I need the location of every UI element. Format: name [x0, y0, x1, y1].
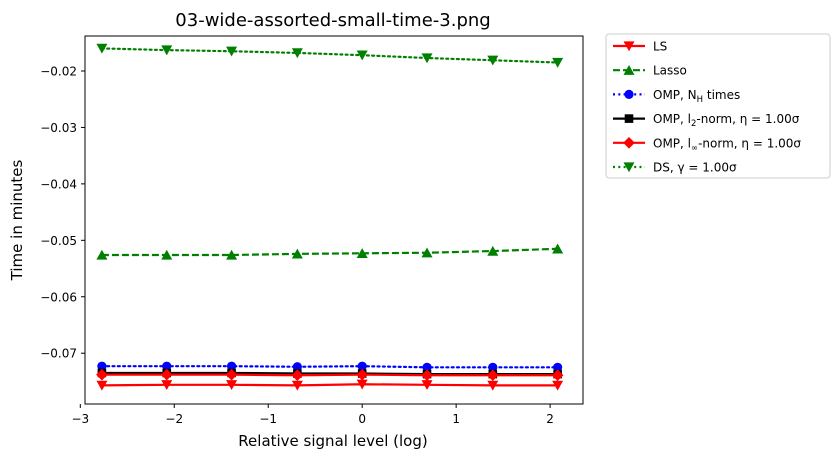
- series-line: [100, 47, 559, 64]
- x-tick-label: 2: [546, 412, 554, 426]
- x-tick-label: −1: [259, 412, 277, 426]
- x-axis-label: Relative signal level (log): [238, 432, 427, 450]
- data-point: [357, 361, 367, 371]
- data-point: [421, 369, 433, 382]
- data-point: [487, 245, 499, 256]
- data-point: [552, 243, 564, 254]
- data-point: [356, 248, 368, 258]
- data-point: [356, 368, 368, 381]
- y-tick-label: −0.02: [40, 64, 77, 78]
- data-point: [421, 380, 433, 391]
- data-point: [292, 362, 302, 372]
- legend-marker: [623, 162, 635, 173]
- x-tick-label: 1: [452, 412, 460, 426]
- series-line: [101, 383, 558, 387]
- y-tick-label: −0.05: [40, 234, 77, 248]
- data-point: [226, 380, 238, 391]
- legend-entry: OMP, NH times: [613, 88, 740, 105]
- y-tick-label: −0.04: [40, 177, 77, 191]
- data-point: [162, 361, 172, 371]
- legend-label: OMP, l∞-norm, η = 1.00σ: [653, 136, 801, 153]
- legend: LS Lasso OMP, NH times OMP, l2-norm, η = 1.…: [605, 33, 831, 179]
- data-point: [551, 369, 564, 382]
- legend-label: LS: [653, 40, 667, 54]
- data-point: [421, 53, 433, 64]
- chart-title: 03-wide-assorted-small-time-3.png: [175, 10, 490, 31]
- data-point: [96, 368, 108, 381]
- data-point: [226, 249, 238, 260]
- series-line: [100, 365, 559, 369]
- legend-entry: LS: [613, 40, 667, 54]
- legend-marker: [623, 41, 635, 52]
- data-point: [291, 248, 303, 259]
- axes-frame: [84, 35, 584, 405]
- y-tick-label: −0.03: [40, 121, 77, 135]
- legend-marker: [624, 114, 634, 123]
- data-point: [291, 48, 303, 59]
- y-tick-label: −0.06: [40, 290, 77, 304]
- data-point: [96, 43, 108, 54]
- data-point: [161, 249, 173, 260]
- data-point: [487, 380, 499, 391]
- series-line: [101, 373, 558, 377]
- data-point: [225, 368, 238, 381]
- legend-label: Lasso: [653, 64, 687, 78]
- data-point: [488, 362, 498, 372]
- legend-entry: DS, γ = 1.00σ: [613, 161, 737, 175]
- legend-entry: OMP, l∞-norm, η = 1.00σ: [613, 136, 801, 153]
- y-tick-label: −0.07: [40, 347, 77, 361]
- data-point: [552, 380, 564, 391]
- legend-box: [605, 33, 831, 179]
- legend-marker: [624, 89, 634, 99]
- legend-label: OMP, NH times: [653, 88, 740, 105]
- data-point: [97, 361, 107, 371]
- data-point: [96, 249, 108, 260]
- legend-label: DS, γ = 1.00σ: [653, 161, 737, 175]
- series-5: [96, 43, 564, 68]
- data-point: [161, 45, 173, 56]
- series-4: [96, 368, 564, 382]
- series-line: [101, 247, 558, 257]
- data-point: [291, 369, 304, 382]
- data-point: [291, 380, 303, 391]
- data-point: [356, 50, 368, 61]
- series-1: [96, 243, 564, 260]
- data-point: [226, 46, 238, 57]
- x-tick-label: −3: [71, 412, 89, 426]
- legend-label: OMP, l2-norm, η = 1.00σ: [653, 112, 800, 129]
- legend-entry: Lasso: [613, 64, 687, 78]
- data-point: [486, 369, 499, 382]
- series-0: [96, 379, 564, 391]
- series-2: [97, 361, 563, 372]
- x-tick-label: −2: [165, 412, 183, 426]
- data-point: [160, 368, 173, 381]
- data-point: [96, 380, 108, 391]
- x-tick-label: 0: [358, 412, 366, 426]
- data-point: [422, 362, 432, 372]
- data-point: [552, 57, 564, 68]
- y-axis-label: Time in minutes: [8, 159, 26, 281]
- legend-marker: [623, 137, 635, 149]
- data-point: [226, 361, 237, 371]
- data-point: [161, 380, 173, 391]
- data-point: [421, 247, 433, 258]
- plot-area: −3 −2 −1 0 1 2 −0.02 −0.03 −0.04 −0.05 −0.06 −0.07: [40, 35, 584, 426]
- data-point: [487, 55, 499, 66]
- legend-marker: [623, 64, 635, 75]
- data-point: [553, 362, 563, 372]
- series-line: [101, 371, 558, 376]
- legend-entry: OMP, l2-norm, η = 1.00σ: [613, 112, 800, 129]
- data-point: [356, 379, 368, 390]
